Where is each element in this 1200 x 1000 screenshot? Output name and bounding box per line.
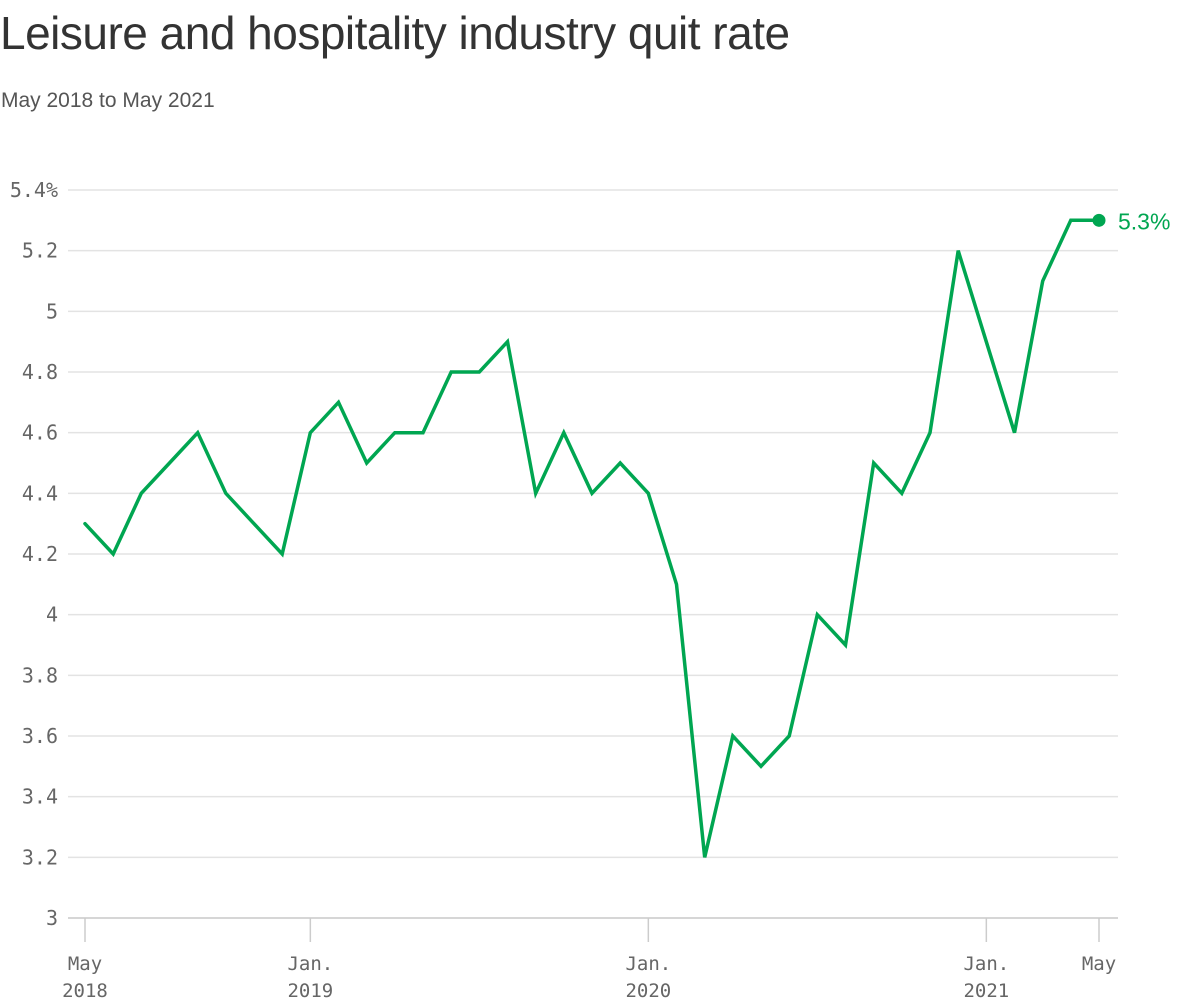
x-tick-year-label: 2020 (625, 980, 671, 1000)
x-tick-year-label: 2018 (62, 980, 108, 1000)
end-value-label: 5.3% (1118, 208, 1170, 234)
x-tick-year-label: 2021 (963, 980, 1009, 1000)
x-axis-labels: May 2018 Jan. 2019 Jan. 2020 Jan. 2021 May (62, 918, 1116, 1000)
y-tick-label: 4 (46, 603, 58, 627)
y-tick-label: 3.2 (22, 845, 58, 869)
y-tick-label: 3.6 (22, 724, 58, 748)
y-tick-label: 5.4% (10, 178, 58, 202)
gridlines (68, 189, 1118, 919)
y-tick-label: 4.8 (22, 360, 58, 384)
x-tick-label: May (1082, 953, 1116, 975)
y-tick-label: 3.8 (22, 663, 58, 687)
y-tick-label: 5 (46, 299, 58, 323)
chart-title: Leisure and hospitality industry quit ra… (0, 7, 790, 59)
y-tick-label: 4.2 (22, 542, 58, 566)
x-tick-year-label: 2019 (287, 980, 333, 1000)
x-tick-label: Jan. (287, 953, 333, 975)
y-tick-label: 3.4 (22, 785, 58, 809)
y-tick-label: 4.4 (22, 481, 58, 505)
series-line (83, 218, 1101, 858)
x-tick-label: May (68, 953, 102, 975)
y-tick-label: 5.2 (22, 239, 58, 263)
series-quit-rate: 5.3% (83, 208, 1170, 858)
x-tick-label: Jan. (625, 953, 671, 975)
y-tick-label: 4.6 (22, 421, 58, 445)
y-axis-labels: 5.4% 5.2 5 4.8 4.6 4.4 4.2 4 3.8 3.6 3.4 3.2 3 (10, 178, 58, 930)
y-tick-label: 3 (46, 906, 58, 930)
end-point-marker (1092, 213, 1106, 227)
x-tick-label: Jan. (963, 953, 1009, 975)
chart-subtitle: May 2018 to May 2021 (1, 89, 215, 112)
